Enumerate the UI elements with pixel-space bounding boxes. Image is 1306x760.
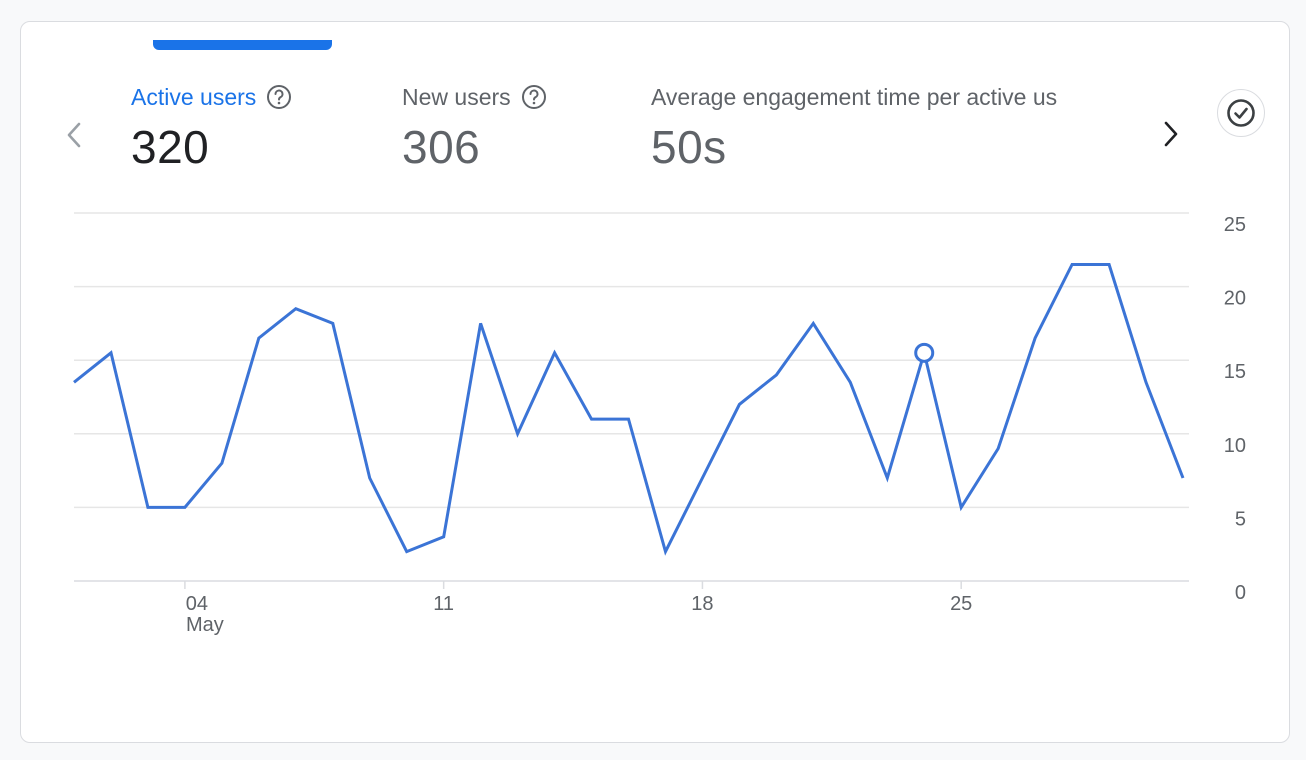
x-tick-label: 11 xyxy=(433,593,454,615)
x-tick-label: 25 xyxy=(950,593,972,615)
chevron-left-icon xyxy=(67,122,81,148)
metric-tab-avg-engagement[interactable]: Average engagement time per active us 50… xyxy=(651,80,1119,171)
series-line xyxy=(73,263,1185,556)
next-metrics-button[interactable] xyxy=(1155,116,1187,152)
previous-metrics-button[interactable] xyxy=(59,118,89,152)
metric-tab-new-users[interactable]: New users 306 xyxy=(402,80,547,170)
metric-value: 50s xyxy=(651,121,727,170)
x-tick-label: 04 xyxy=(186,593,208,615)
check-circle-icon xyxy=(1227,99,1255,127)
metric-label: Average engagement time per active us xyxy=(651,83,1058,110)
y-tick-label: 25 xyxy=(1224,214,1246,236)
help-circle-icon[interactable] xyxy=(521,84,547,110)
check-button[interactable] xyxy=(1217,89,1265,137)
y-tick-label: 20 xyxy=(1224,288,1246,310)
y-tick-label: 15 xyxy=(1224,361,1246,383)
help-circle-icon[interactable] xyxy=(266,84,292,110)
chart-card: Active users 320 New users 306 xyxy=(20,21,1290,743)
y-tick-label: 0 xyxy=(1235,582,1246,604)
y-tick-label: 10 xyxy=(1224,435,1246,457)
x-tick-label: 18 xyxy=(691,593,713,615)
x-tick-sublabel: May xyxy=(186,614,224,636)
metric-label: Active users xyxy=(131,83,257,110)
metric-value: 306 xyxy=(402,121,481,173)
metric-tab-active-users[interactable]: Active users 320 xyxy=(131,80,292,170)
metric-label: New users xyxy=(402,83,511,110)
y-tick-label: 5 xyxy=(1235,508,1246,530)
metric-value: 320 xyxy=(131,121,210,173)
active-tab-indicator xyxy=(153,40,332,50)
chevron-right-icon xyxy=(1164,121,1178,147)
highlight-point xyxy=(914,342,935,363)
